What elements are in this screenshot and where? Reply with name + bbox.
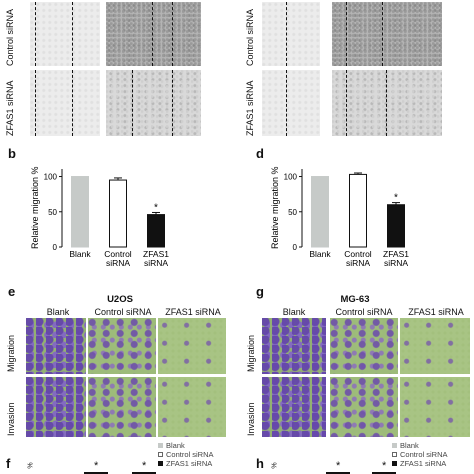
bar-b-0 — [71, 176, 89, 248]
wound-row-label-zfas1: ZFAS1 siRNA — [5, 80, 15, 136]
transwell-mg63-invasion-zfas1 — [400, 377, 470, 437]
transwell-col-blank: Blank — [46, 307, 70, 317]
y-axis-label: Relative migration % — [270, 166, 280, 249]
transwell-row-migration: Migration — [6, 334, 16, 372]
y-tick-label: 100 — [44, 173, 58, 182]
transwell-title-u2os: U2OS — [107, 294, 133, 305]
y-tick-label: 100 — [284, 173, 298, 182]
legend-swatch-blank — [158, 443, 163, 448]
significance-star-f-2: * — [142, 460, 147, 472]
panel-letter-d: d — [256, 146, 264, 161]
legend-blank-left: Blank — [158, 441, 185, 450]
y-tick-label: 0 — [293, 243, 298, 252]
wound-image-zfas1-24h-right — [332, 70, 442, 136]
wound-image-zfas1-24h — [106, 70, 201, 136]
significance-bar-f-1 — [84, 472, 108, 474]
transwell-u2os-invasion-zfas1 — [158, 377, 226, 437]
wound-row-label-zfas1-right: ZFAS1 siRNA — [245, 80, 255, 136]
significance-bar-h-2 — [372, 472, 396, 474]
x-tick-label: Blank — [309, 249, 331, 259]
transwell-col-zfas1: ZFAS1 siRNA — [165, 307, 221, 317]
legend-swatch-control — [158, 452, 163, 457]
legend-label-control-right: Control siRNA — [400, 450, 448, 459]
significance-star: * — [154, 202, 158, 213]
x-tick-label: ZFAS1 — [143, 249, 169, 259]
transwell-u2os-migration-control — [88, 318, 156, 374]
bar-b-1 — [109, 179, 127, 248]
transwell-u2os-invasion-blank — [26, 377, 86, 437]
significance-bar-h-1 — [326, 472, 350, 474]
wound-row-label-control-right: Control siRNA — [245, 8, 255, 66]
bar-d-2 — [387, 204, 405, 248]
transwell-mg63-invasion-control — [330, 377, 398, 437]
significance-star-h-2: * — [382, 460, 387, 472]
wound-image-control-24h — [106, 2, 201, 66]
legend-label-zfas1-right: ZFAS1 siRNA — [400, 459, 447, 468]
x-tick-label: siRNA — [384, 258, 408, 268]
transwell-u2os-migration-blank — [26, 318, 86, 374]
x-tick-label: Control — [104, 249, 132, 259]
legend-label-zfas1: ZFAS1 siRNA — [166, 459, 213, 468]
wound-image-control-0h — [30, 2, 100, 66]
bar-b-2 — [147, 214, 165, 248]
significance-star-h-1: * — [336, 460, 341, 472]
legend-control-right: Control siRNA — [392, 450, 448, 459]
panel-letter-g: g — [256, 284, 264, 299]
transwell-row-migration-right: Migration — [246, 334, 256, 372]
y-tick-label: 50 — [48, 208, 57, 217]
transwell-col-control: Control siRNA — [94, 307, 152, 317]
x-tick-label: Control — [344, 249, 372, 259]
legend-label-blank: Blank — [166, 441, 185, 450]
wound-row-label-control: Control siRNA — [5, 8, 15, 66]
wound-image-control-24h-right — [332, 2, 442, 66]
bar-d-0 — [311, 176, 329, 248]
transwell-col-blank-right: Blank — [282, 307, 306, 317]
transwell-mg63-migration-blank — [262, 318, 326, 374]
legend-label-control: Control siRNA — [166, 450, 214, 459]
panel-letter-b: b — [8, 146, 16, 161]
transwell-u2os-invasion-control — [88, 377, 156, 437]
transwell-row-invasion: Invasion — [6, 402, 16, 436]
transwell-row-invasion-right: Invasion — [246, 402, 256, 436]
legend-zfas1-left: ZFAS1 siRNA — [158, 459, 212, 468]
bar-d-1 — [349, 173, 367, 248]
legend-swatch-zfas1 — [158, 461, 163, 466]
legend-swatch-blank-right — [392, 443, 397, 448]
transwell-col-zfas1-right: ZFAS1 siRNA — [408, 307, 464, 317]
transwell-mg63-migration-zfas1 — [400, 318, 470, 374]
axis-fragment-f: % — [27, 462, 35, 469]
legend-control-left: Control siRNA — [158, 450, 214, 459]
axis-fragment-h: % — [271, 462, 279, 469]
transwell-col-control-right: Control siRNA — [335, 307, 393, 317]
panel-letter-e: e — [8, 284, 16, 299]
transwell-title-mg63: MG-63 — [340, 294, 370, 305]
legend-label-blank-right: Blank — [400, 441, 419, 450]
x-tick-label: siRNA — [106, 258, 130, 268]
transwell-mg63-invasion-blank — [262, 377, 326, 437]
y-axis-label: Relative migration % — [30, 166, 40, 249]
wound-image-control-0h-right — [262, 2, 320, 66]
x-tick-label: Blank — [69, 249, 91, 259]
transwell-mg63-migration-control — [330, 318, 398, 374]
x-tick-label: ZFAS1 — [383, 249, 409, 259]
x-tick-label: siRNA — [346, 258, 370, 268]
wound-image-zfas1-0h — [30, 70, 100, 136]
legend-zfas1-right: ZFAS1 siRNA — [392, 459, 446, 468]
x-tick-label: siRNA — [144, 258, 168, 268]
wound-image-zfas1-0h-right — [262, 70, 320, 136]
transwell-u2os-migration-zfas1 — [158, 318, 226, 374]
panel-letter-f: f — [6, 456, 11, 471]
legend-swatch-control-right — [392, 452, 397, 457]
y-tick-label: 50 — [288, 208, 297, 217]
significance-star-f-1: * — [94, 460, 99, 472]
legend-blank-right: Blank — [392, 441, 419, 450]
significance-bar-f-2 — [132, 472, 156, 474]
legend-swatch-zfas1-right — [392, 461, 397, 466]
significance-star: * — [394, 193, 398, 204]
panel-letter-h: h — [256, 456, 264, 471]
y-tick-label: 0 — [53, 243, 58, 252]
